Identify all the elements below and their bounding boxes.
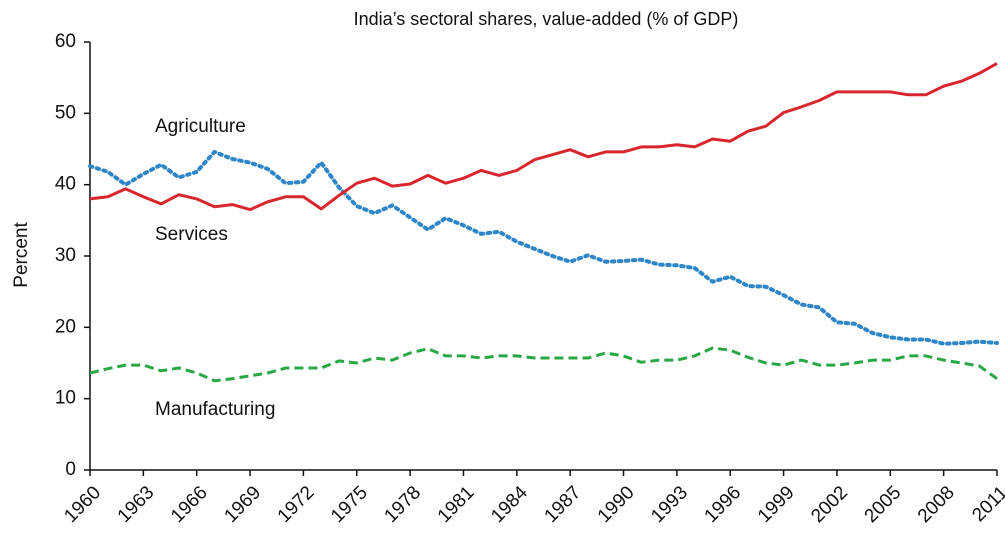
x-tick-label: 1999: [754, 482, 799, 527]
x-tick-label: 1993: [647, 482, 692, 527]
x-tick-label: 1969: [220, 482, 265, 527]
y-tick-label: 40: [55, 174, 76, 195]
x-tick-label: 1987: [541, 482, 586, 527]
y-axis-label: Percent: [11, 222, 32, 288]
x-tick-label: 1960: [60, 482, 105, 527]
series-line: [89, 62, 998, 212]
series-label: Manufacturing: [155, 399, 275, 420]
x-tick-label: 2011: [968, 482, 1005, 526]
x-tick-label: 1972: [274, 482, 319, 527]
y-tick-label: 0: [65, 459, 76, 480]
x-tick-label: 1984: [487, 482, 532, 527]
x-tick-label: 1996: [701, 482, 746, 527]
chart-title: India’s sectoral shares, value-added (% …: [354, 9, 739, 29]
series-label: Services: [155, 224, 228, 245]
series-line: [89, 346, 998, 383]
y-tick-label: 20: [55, 316, 76, 337]
series-line: [88, 149, 999, 346]
series-label: Agriculture: [155, 116, 246, 137]
x-tick-label: 1966: [167, 482, 212, 527]
x-tick-label: 2002: [807, 482, 852, 527]
y-tick-label: 10: [55, 388, 76, 409]
x-tick-label: 1990: [594, 482, 639, 527]
x-tick-label: 2008: [914, 482, 959, 527]
x-tick-label: 1981: [434, 482, 479, 527]
x-tick-label: 1978: [380, 482, 425, 527]
y-tick-label: 30: [55, 245, 76, 266]
x-tick-label: 1975: [327, 482, 372, 527]
y-tick-label: 60: [55, 31, 76, 52]
y-tick-label: 50: [55, 102, 76, 123]
x-tick-label: 1963: [114, 482, 159, 527]
x-tick-label: 2005: [861, 482, 906, 527]
